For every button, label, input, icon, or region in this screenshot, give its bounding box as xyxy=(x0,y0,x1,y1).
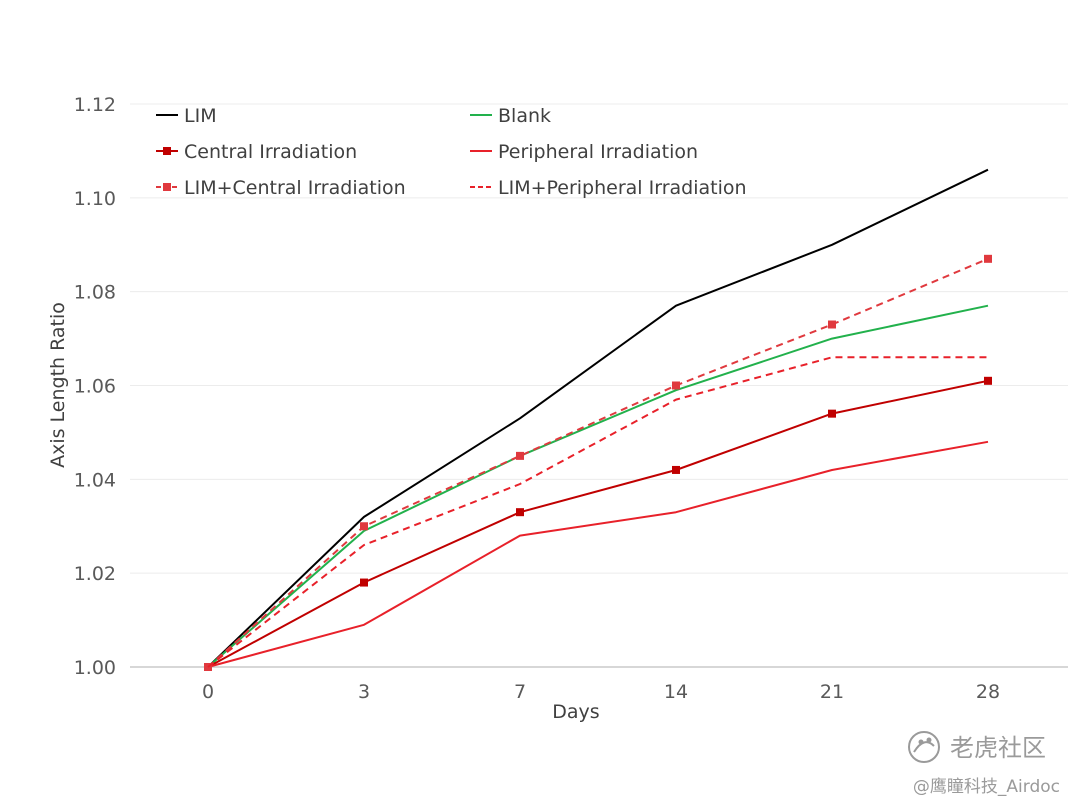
legend-label: LIM xyxy=(184,105,217,127)
watermark-brand: 老虎社区 xyxy=(950,734,1046,762)
gridlines xyxy=(130,103,1068,574)
x-tick-label: 14 xyxy=(664,681,688,703)
legend: LIM Blank Central Irradiation Peripheral Ir… xyxy=(156,105,747,199)
legend-item-lim-central-irradiation: LIM+Central Irradiation xyxy=(156,177,406,199)
data-point xyxy=(672,465,680,474)
y-tick-label: 1.02 xyxy=(74,563,116,585)
x-tick-label: 21 xyxy=(820,681,844,703)
y-tick-label: 1.06 xyxy=(74,376,116,398)
legend-item-lim: LIM xyxy=(156,105,217,127)
tiger-paw-icon xyxy=(908,731,940,763)
data-point xyxy=(360,578,368,587)
x-tick-label: 3 xyxy=(358,681,370,703)
x-tick-label: 28 xyxy=(976,681,1000,703)
data-point xyxy=(516,508,524,517)
legend-marker xyxy=(163,183,171,191)
legend-marker xyxy=(163,147,171,155)
y-tick-label: 1.08 xyxy=(74,282,116,304)
legend-label: Peripheral Irradiation xyxy=(498,141,698,163)
series-blank xyxy=(207,304,989,668)
legend-label: LIM+Peripheral Irradiation xyxy=(498,177,747,199)
series-line-lim-peripheral-irradiation xyxy=(207,356,988,668)
legend-item-peripheral-irradiation: Peripheral Irradiation xyxy=(470,141,698,163)
legend-item-blank: Blank xyxy=(470,105,551,127)
series-line-lim-central-irradiation xyxy=(207,257,989,668)
y-axis-title: Axis Length Ratio xyxy=(47,302,69,468)
y-tick-label: 1.10 xyxy=(74,188,116,210)
y-tick-label: 1.04 xyxy=(74,469,116,491)
legend-label: Central Irradiation xyxy=(184,141,357,163)
y-tick-label: 1.12 xyxy=(74,94,116,116)
series-line-blank xyxy=(207,304,989,668)
series-line-peripheral-irradiation xyxy=(207,440,989,668)
data-point xyxy=(360,522,368,531)
data-point xyxy=(516,451,524,460)
x-axis-title: Days xyxy=(552,701,599,723)
data-point xyxy=(672,381,680,390)
legend-item-lim-peripheral-irradiation: LIM+Peripheral Irradiation xyxy=(470,177,747,199)
legend-label: LIM+Central Irradiation xyxy=(184,177,406,199)
data-point xyxy=(828,320,836,329)
legend-label: Blank xyxy=(498,105,551,127)
data-point xyxy=(828,409,836,418)
series-lim-peripheral-irradiation xyxy=(207,356,988,668)
x-tick-label: 0 xyxy=(202,681,214,703)
series-peripheral-irradiation xyxy=(207,440,989,668)
data-point xyxy=(984,376,992,385)
watermark-credit: @鹰瞳科技_Airdoc xyxy=(913,777,1060,797)
axes: 1.00 1.02 1.04 1.06 1.08 1.10 1.12 0 3 7 14 21 28 xyxy=(74,94,1068,703)
series-lim xyxy=(204,168,989,671)
x-tick-label: 7 xyxy=(514,681,526,703)
data-point xyxy=(984,254,992,263)
watermark: 老虎社区 @鹰瞳科技_Airdoc xyxy=(908,731,1060,797)
legend-item-central-irradiation: Central Irradiation xyxy=(156,141,357,163)
series-lines xyxy=(204,168,992,671)
y-tick-label: 1.00 xyxy=(74,657,116,679)
series-line-lim xyxy=(207,168,989,668)
series-line-central-irradiation xyxy=(207,379,989,668)
